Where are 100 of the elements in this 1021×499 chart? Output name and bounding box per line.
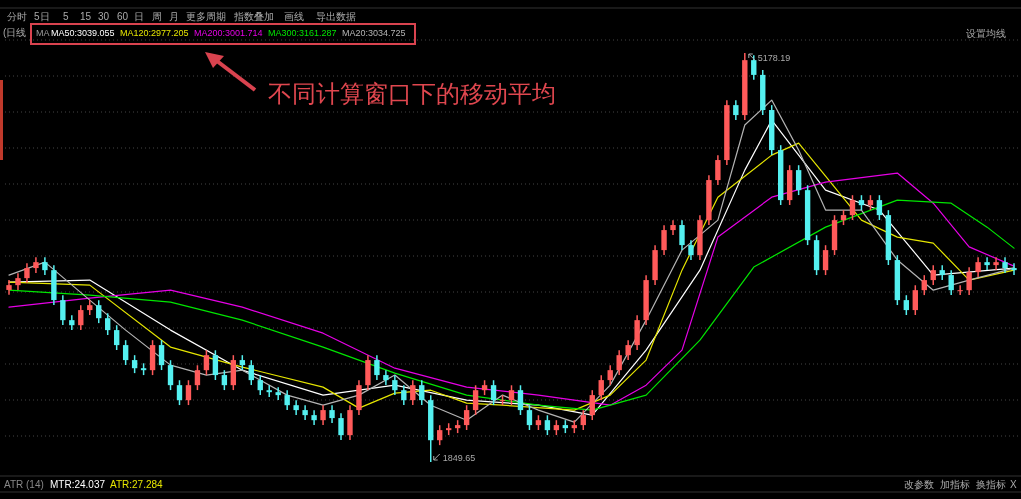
text: MA120:2977.205 [120, 28, 189, 38]
candlestick [105, 312, 111, 336]
text: 5 [63, 11, 69, 22]
candlestick [849, 194, 856, 221]
candlestick [975, 256, 981, 278]
candlestick [24, 262, 30, 284]
annotation: 不同计算窗口下的移动平均 [268, 80, 556, 107]
candlestick [688, 239, 694, 261]
text: 设置均线 [966, 28, 1006, 39]
candlestick [598, 374, 604, 401]
candlestick [472, 384, 479, 416]
candlestick [113, 324, 120, 351]
candlestick [392, 374, 398, 396]
candlestick [374, 354, 380, 381]
candlestick [715, 154, 721, 186]
text: MA300:3161.287 [268, 28, 337, 38]
text: 更多周期 [186, 11, 226, 22]
text: MA50:3039.055 [51, 28, 115, 38]
text: 分时 [7, 11, 27, 22]
candlestick [795, 164, 802, 196]
candlestick [275, 386, 281, 401]
text: 加指标 [940, 479, 970, 490]
candlestick [78, 304, 84, 331]
candlestick [158, 339, 165, 371]
candlestick [257, 374, 263, 396]
text: (日线 [3, 27, 27, 38]
candlestick [248, 359, 254, 386]
text: X [1010, 479, 1017, 490]
candlestick [589, 389, 595, 421]
candlestick [284, 389, 290, 411]
candlestick [607, 364, 613, 386]
text: 5日 [34, 11, 50, 22]
text: 日 [134, 11, 144, 22]
candlestick [401, 384, 407, 406]
candlestick [320, 404, 326, 426]
annotation: 5178.19 [757, 53, 791, 63]
candlestick [957, 284, 963, 296]
text: MTR:24.037 [50, 479, 106, 490]
candlestick [1011, 262, 1017, 276]
candlestick [993, 256, 999, 271]
candlestick [410, 379, 416, 406]
candlestick [383, 369, 389, 386]
candlestick [176, 379, 183, 406]
candlestick [508, 384, 515, 406]
candlestick [751, 54, 757, 81]
candlestick [122, 339, 129, 366]
candlestick [96, 299, 102, 324]
candlestick [212, 349, 219, 381]
candlestick [661, 224, 667, 256]
text: 15 [80, 11, 92, 22]
candlestick [544, 414, 551, 436]
candlestick [266, 384, 272, 398]
candlestick [302, 404, 308, 421]
text: MA200:3001.714 [194, 28, 263, 38]
text: 画线 [284, 11, 304, 22]
candlestick [939, 264, 945, 281]
candlestick [526, 404, 533, 431]
candlestick [625, 339, 631, 361]
candlestick [580, 409, 586, 431]
candlestick [930, 264, 936, 286]
candlestick [311, 409, 317, 426]
candlestick [984, 256, 990, 271]
candlestick [167, 359, 174, 391]
text: 周 [152, 11, 162, 22]
candlestick [221, 369, 228, 391]
candlestick [912, 284, 918, 316]
candlestick [203, 349, 210, 376]
candlestick [463, 404, 470, 431]
candlestick [69, 314, 75, 331]
candlestick [60, 294, 66, 326]
annotation: 1849.65 [442, 453, 476, 463]
text: 改参数 [904, 479, 934, 490]
candlestick [876, 194, 883, 221]
text: ATR:27.284 [110, 479, 164, 490]
text: 导出数据 [316, 11, 356, 22]
candlestick [517, 384, 524, 416]
candlestick [921, 274, 927, 296]
candlestick [293, 399, 299, 416]
candlestick [670, 219, 676, 236]
text: ATR (14) [4, 479, 44, 490]
candlestick [87, 299, 93, 316]
candlestick [6, 279, 12, 296]
text: MA20:3034.725 [342, 28, 406, 38]
text: 60 [117, 11, 129, 22]
candlestick [437, 424, 443, 446]
text: 30 [98, 11, 110, 22]
candlestick [948, 269, 954, 296]
candlestick [616, 349, 622, 376]
text: MA [36, 28, 50, 38]
candlestick [338, 412, 344, 441]
text: 月 [169, 11, 179, 22]
text: 指数叠加 [233, 11, 274, 22]
text: 换指标 [976, 479, 1006, 490]
candlestick [194, 364, 201, 391]
candlestick [679, 219, 685, 251]
candlestick [822, 244, 829, 276]
candlestick [490, 379, 497, 406]
candlestick [419, 379, 425, 406]
candlestick [903, 294, 910, 316]
candlestick [185, 379, 192, 406]
